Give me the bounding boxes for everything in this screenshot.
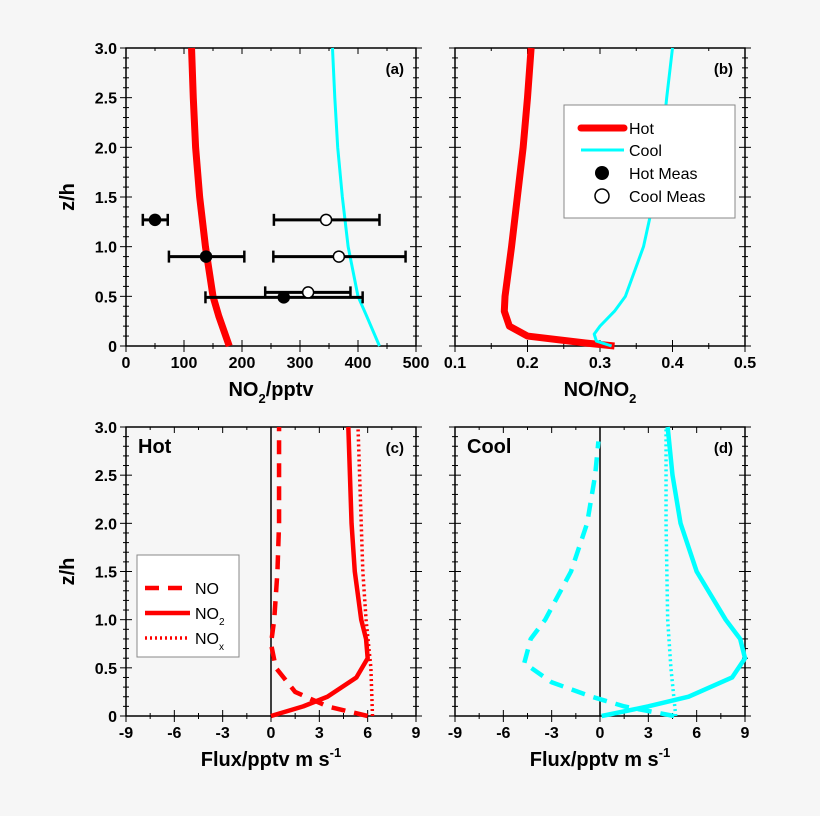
series-line-hot	[500, 47, 615, 350]
series-line-cool	[330, 47, 381, 347]
legend-label: Hot	[629, 121, 654, 138]
x-tick-label: 500	[403, 355, 430, 372]
legend-swatch-cool-meas	[594, 188, 610, 204]
x-tick-label: 0.3	[589, 355, 611, 372]
panel-label: (a)	[386, 61, 404, 78]
x-tick-label: 100	[171, 355, 198, 372]
legend-box	[136, 554, 240, 658]
x-tick-label: -3	[216, 725, 230, 742]
x-axis-label: NO2/pptv	[228, 379, 314, 406]
series-line-no	[268, 427, 369, 719]
series-line-no2	[270, 426, 370, 719]
x-tick-label: 0	[122, 355, 131, 372]
data-point-hot-meas	[148, 213, 162, 227]
x-axis-label: Flux/pptv m s-1	[201, 745, 341, 771]
legend-label: NOx	[195, 631, 224, 653]
y-tick-label: 1.0	[95, 613, 117, 630]
data-point-cool-meas	[301, 286, 315, 299]
y-tick-label: 0	[108, 709, 117, 726]
series-line-no2	[601, 426, 748, 719]
y-tick-label: 3.0	[95, 420, 117, 437]
x-tick-label: 9	[412, 725, 421, 742]
x-tick-label: 0.2	[516, 355, 538, 372]
x-tick-label: 300	[287, 355, 314, 372]
panel-label: (c)	[386, 440, 404, 457]
x-tick-label: -9	[448, 725, 462, 742]
x-tick-label: 6	[692, 725, 701, 742]
y-tick-label: 2.5	[95, 91, 117, 108]
panel-c: -9 -6 -3 0 3 6 9 0 0.5 1.0 1.5 2.0 2.5 3.0 z/h Flux/ppt…	[57, 420, 422, 771]
series-line-nox	[356, 426, 375, 717]
series-line-nox	[664, 427, 678, 717]
x-tick-label: 0.5	[734, 355, 756, 372]
legend-label: Cool	[629, 143, 662, 160]
y-tick-label: 0.5	[95, 661, 117, 678]
legend: NO NO2 NOx	[136, 554, 240, 658]
x-tick-label: -9	[119, 725, 133, 742]
x-tick-label: 400	[345, 355, 372, 372]
data-point-cool-meas	[319, 213, 333, 227]
y-tick-label: 3.0	[95, 41, 117, 58]
x-tick-label: 3	[315, 725, 324, 742]
x-tick-label: 6	[363, 725, 372, 742]
y-tick-label: 1.5	[95, 190, 117, 207]
legend-box	[563, 104, 736, 219]
y-tick-label: 1.0	[95, 240, 117, 257]
panel-b: 0.1 0.2 0.3 0.4 0.5 NO/NO2 (b)	[444, 47, 756, 406]
legend-label: Cool Meas	[629, 189, 705, 206]
x-tick-label: -6	[167, 725, 181, 742]
x-tick-label: 3	[644, 725, 653, 742]
x-axis-label: Flux/pptv m s-1	[530, 745, 670, 771]
legend-swatch-hot-meas	[595, 166, 609, 180]
y-tick-label: 2.0	[95, 516, 117, 533]
x-tick-label: 0	[596, 725, 605, 742]
panel-label: (b)	[714, 61, 733, 78]
legend-label: Hot Meas	[629, 166, 697, 183]
series-line-no	[522, 441, 675, 719]
x-tick-label: 9	[741, 725, 750, 742]
panel-title: Hot	[138, 436, 172, 458]
plot-frame	[125, 47, 417, 347]
panel-title: Cool	[467, 436, 511, 458]
y-tick-label: 2.5	[95, 468, 117, 485]
data-point-hot-meas	[199, 250, 213, 263]
y-tick-label: 0.5	[95, 289, 117, 306]
data-point-cool-meas	[332, 250, 346, 263]
x-tick-label: -6	[496, 725, 510, 742]
series-line-hot	[188, 47, 233, 348]
x-tick-label: 200	[229, 355, 256, 372]
y-tick-label: 0	[108, 339, 117, 356]
panel-label: (d)	[714, 440, 733, 457]
y-axis-label: z/h	[57, 558, 79, 586]
legend: Hot Cool Hot Meas Cool Meas	[563, 104, 736, 219]
panel-d: -9 -6 -3 0 3 6 9 Flux/pptv m s-1 (d) Cool	[448, 426, 751, 771]
y-tick-label: 2.0	[95, 140, 117, 157]
panel-a: 0 100 200 300 400 500 0 0.5 1.0 1.5 2.0 2.5 3.0 z/h NO…	[57, 41, 429, 406]
x-tick-label: 0.1	[444, 355, 466, 372]
y-axis-label: z/h	[57, 183, 79, 211]
x-tick-label: -3	[545, 725, 559, 742]
x-tick-label: 0	[267, 725, 276, 742]
x-tick-label: 0.4	[661, 355, 683, 372]
legend-label: NO	[195, 581, 219, 598]
legend-label: NO2	[195, 606, 225, 628]
y-tick-label: 1.5	[95, 565, 117, 582]
x-axis-label: NO/NO2	[564, 379, 637, 406]
